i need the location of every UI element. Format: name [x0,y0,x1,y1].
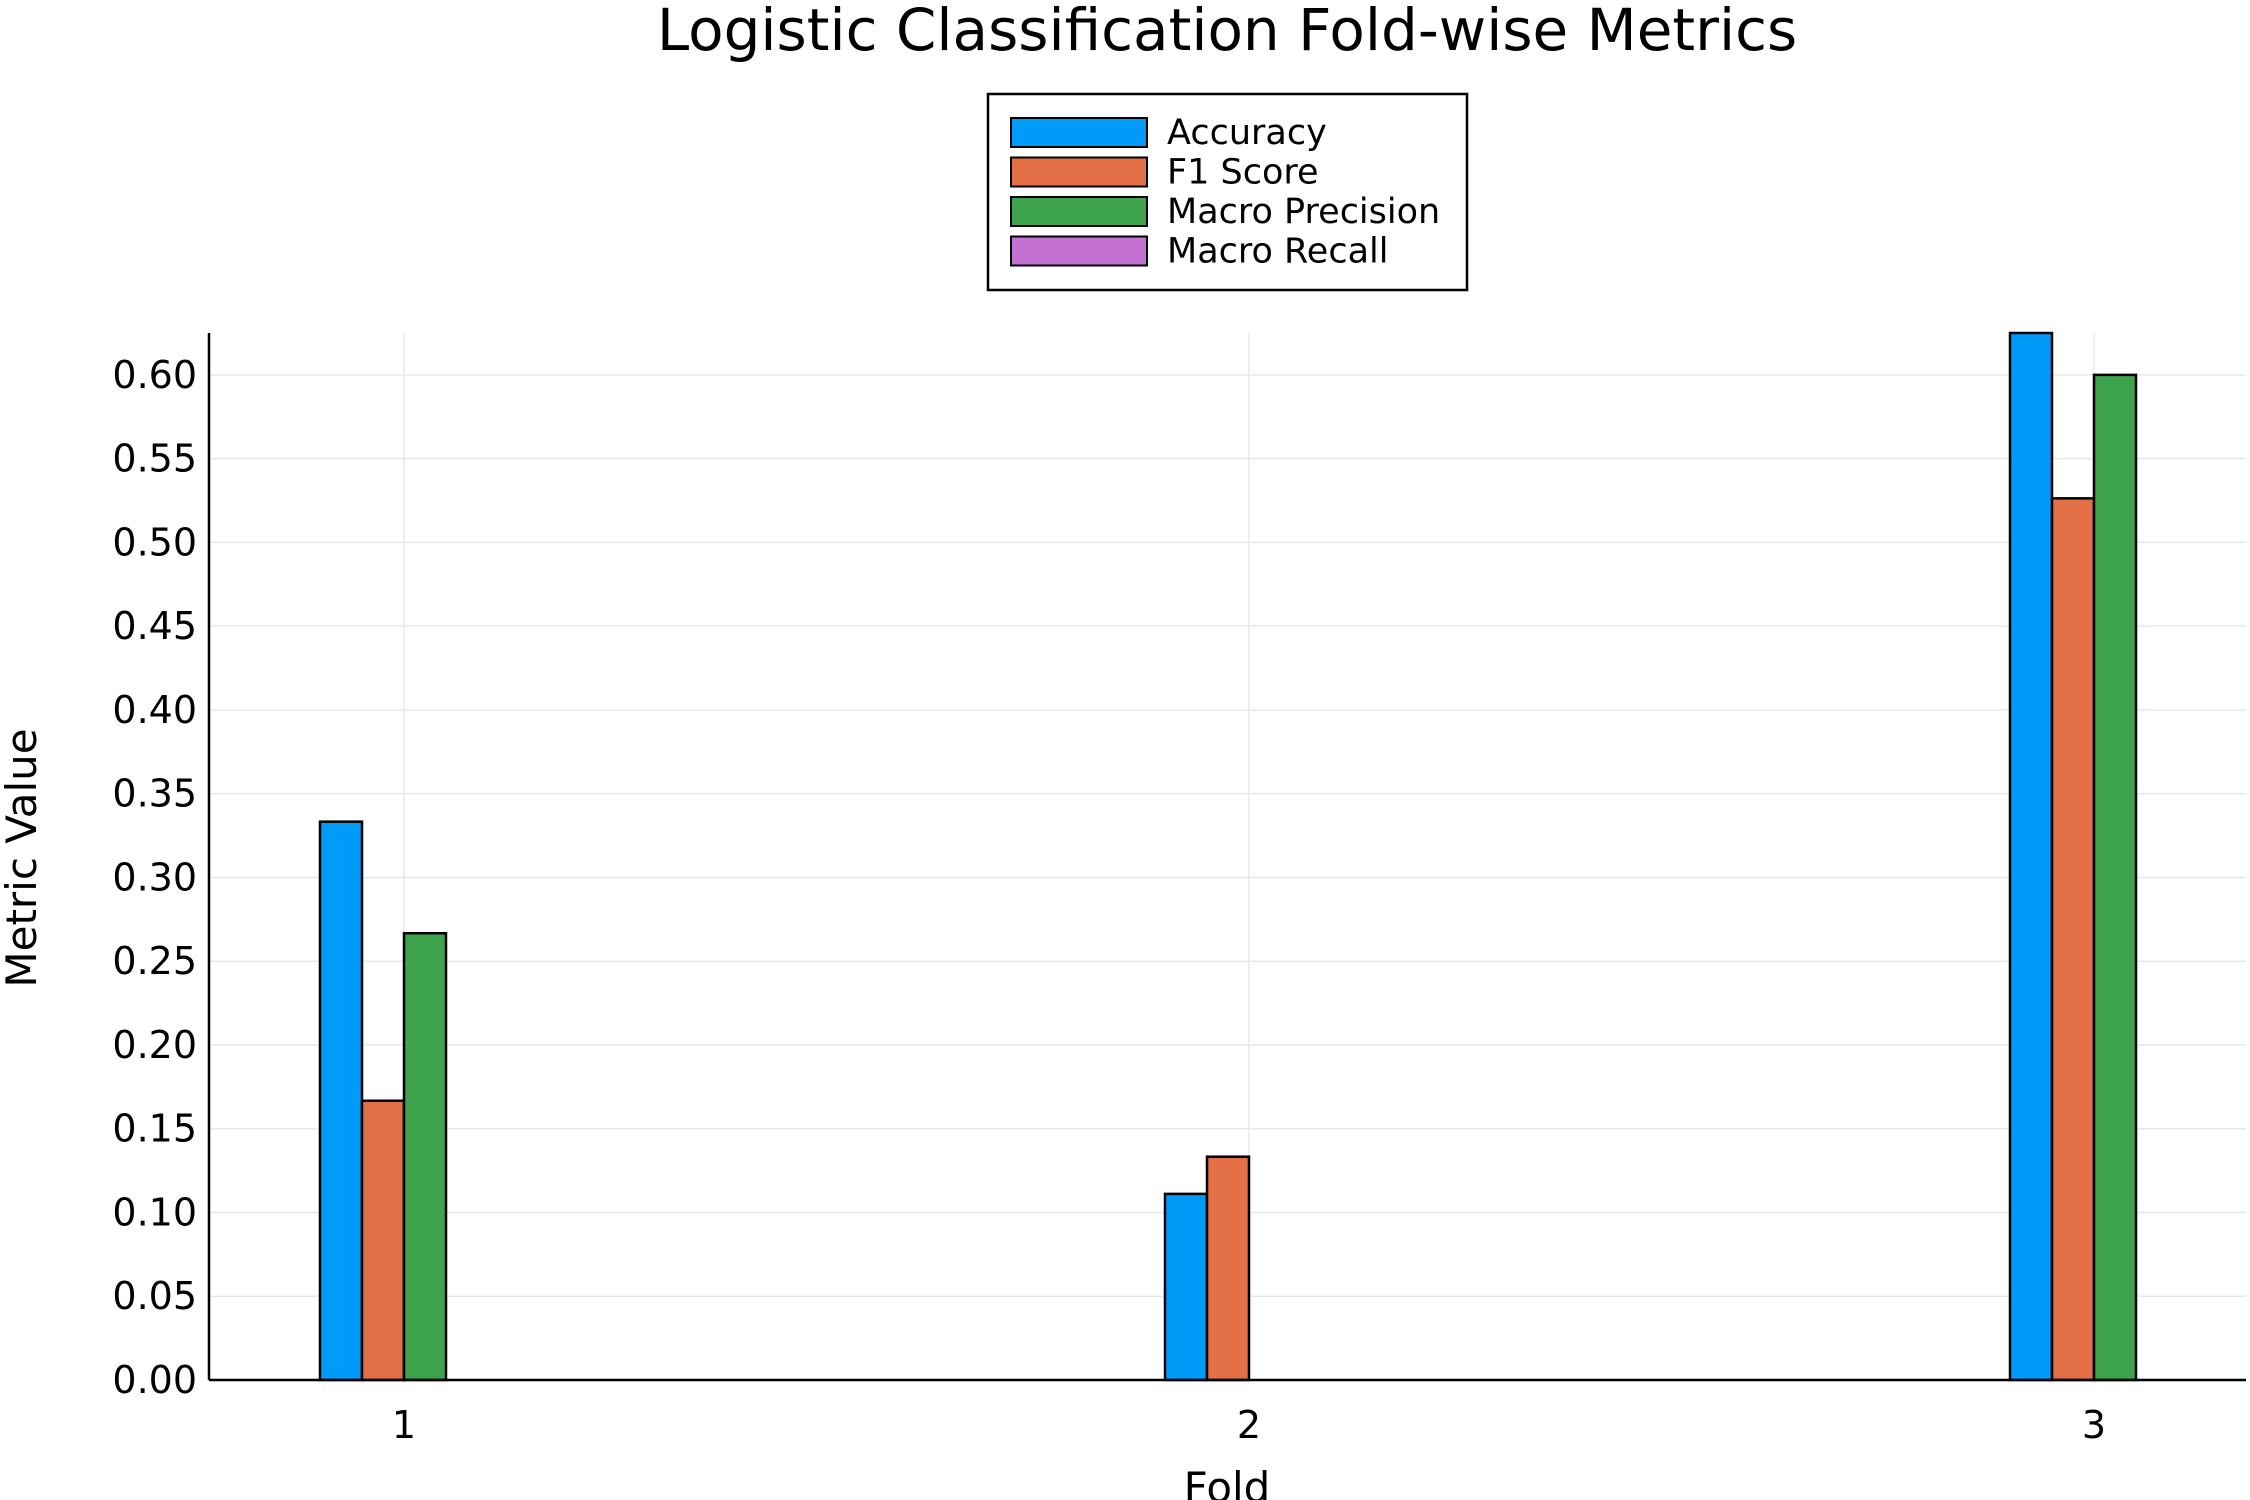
bar [2008,331,2054,1382]
bar [1163,1192,1209,1382]
y-tick-label: 0.35 [112,772,197,816]
legend-swatch [1010,156,1148,188]
legend-swatch [1010,235,1148,267]
y-tick-label: 0.50 [112,520,197,564]
x-axis-label: Fold [1184,1463,1271,1500]
legend-label: Macro Recall [1167,232,1388,272]
y-tick-label: 0.60 [112,353,197,397]
y-tick-label: 0.40 [112,688,197,732]
grid [209,333,2246,1380]
y-tick-label: 0.30 [112,855,197,899]
axes [207,333,2246,1382]
y-tick-label: 0.00 [112,1358,197,1402]
x-tick-label: 2 [1237,1403,1261,1447]
y-axis-label: Metric Value [0,728,46,987]
y-tick-labels: 0.00 0.05 0.10 0.15 0.20 0.25 0.30 0.35 0.40 0.45… [112,353,197,1402]
y-tick-label: 0.45 [112,604,197,648]
legend-swatch [1010,196,1148,227]
y-tick-label: 0.15 [112,1107,197,1151]
bar [2092,373,2138,1382]
legend-label: Macro Precision [1167,192,1440,232]
x-tick-labels: 1 2 3 [392,1403,2106,1447]
y-tick-label: 0.25 [112,939,197,983]
bar [1205,1155,1251,1382]
x-tick-label: 3 [2082,1403,2106,1447]
y-tick-label: 0.05 [112,1274,197,1318]
bar [2050,497,2096,1382]
bar [402,931,448,1382]
y-tick-label: 0.20 [112,1023,197,1067]
bars [318,331,2138,1382]
legend-label: F1 Score [1167,153,1319,193]
legend-label: Accuracy [1167,113,1327,153]
chart-title: Logistic Classification Fold-wise Metric… [657,0,1797,64]
y-tick-label: 0.10 [112,1190,197,1234]
bar [360,1099,406,1382]
y-tick-label: 0.55 [112,437,197,481]
bar [318,820,364,1382]
x-tick-label: 1 [392,1403,416,1447]
legend-swatch [1010,117,1148,148]
